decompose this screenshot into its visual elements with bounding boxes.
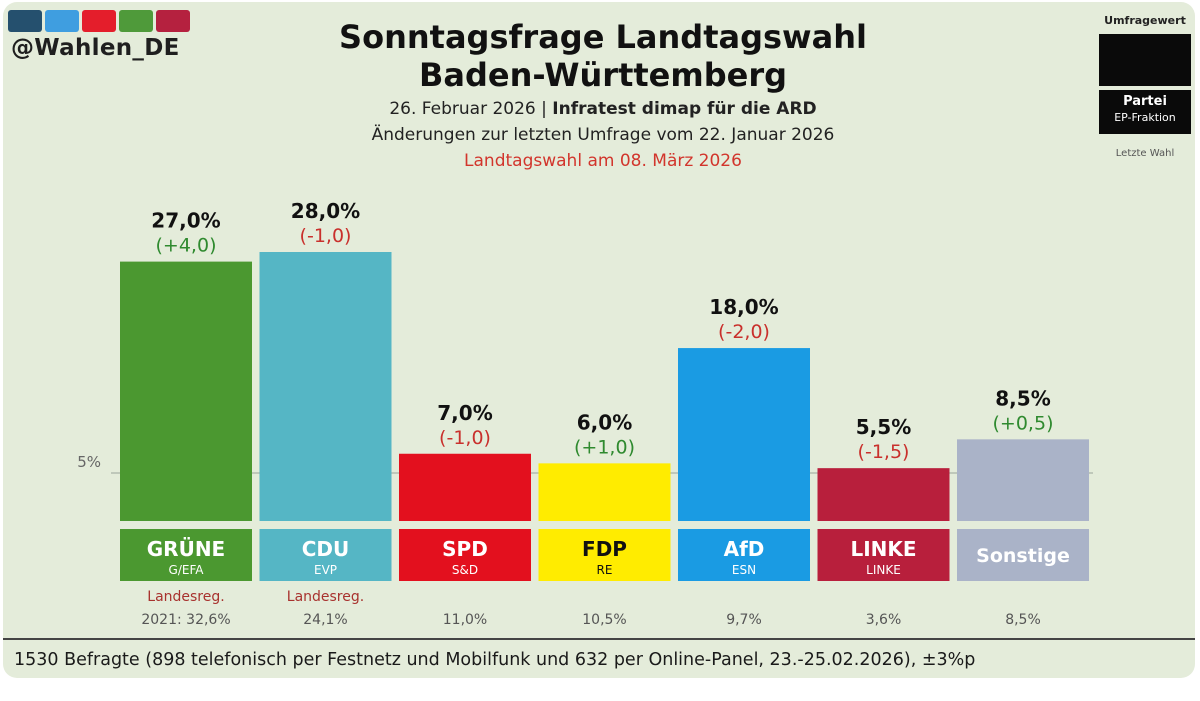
last-election-cdu: 24,1% [303,612,347,628]
footer-note: 1530 Befragte (898 telefonisch per Festn… [14,650,976,670]
stripe-swatch-3 [119,10,153,32]
change-label-sonstige: (+0,5) [993,412,1054,434]
fraktion-name-linke: LINKE [866,563,901,577]
party-box-fdp [538,529,671,581]
account-handle: @Wahlen_DE [11,35,180,61]
value-label-linke: 5,5% [856,415,911,439]
bar-linke [817,468,950,521]
party-box-linke [817,529,950,581]
party-box-sonstige [957,529,1089,581]
title-line-2: Baden-Württemberg [418,56,787,94]
legend-value-box [1099,34,1191,86]
last-election-linke: 3,6% [866,612,902,628]
election-date-note: Landtagswahl am 08. März 2026 [464,151,742,171]
party-name-linke: LINKE [850,537,916,561]
legend-value-label: Umfragewert [1104,14,1186,27]
stripe-swatch-4 [156,10,190,32]
bar-chart: 5% 27,0%(+4,0) GRÜNE G/EFA Landesreg. 2021: 3… [77,199,1093,628]
value-label-afd: 18,0% [709,295,778,319]
title-line-1: Sonntagsfrage Landtagswahl [339,18,867,56]
bar-fdp [538,463,671,521]
party-box-afd [678,529,810,581]
party-box-grüne [120,529,252,581]
government-label-grüne: Landesreg. [147,589,224,605]
bar-spd [399,453,531,521]
party-name-cdu: CDU [302,537,350,561]
last-election-sonstige: 8,5% [1005,612,1041,628]
party-name-sonstige: Sonstige [976,545,1070,567]
change-label-linke: (-1,5) [858,441,910,463]
fraktion-name-grüne: G/EFA [169,563,205,577]
stripe-swatch-2 [82,10,116,32]
fraktion-name-cdu: EVP [314,563,337,577]
bar-cdu [259,252,392,521]
threshold-label: 5% [77,453,101,471]
survey-institute: Infratest dimap für die ARD [552,99,817,119]
last-election-spd: 11,0% [443,612,487,628]
value-label-cdu: 28,0% [291,199,360,223]
subtitle-separator: | [535,99,553,119]
changes-note: Änderungen zur letzten Umfrage vom 22. J… [371,125,835,145]
value-label-spd: 7,0% [437,401,492,425]
legend-party-label: Partei [1123,94,1167,109]
last-election-afd: 9,7% [726,612,762,628]
value-label-grüne: 27,0% [151,209,220,233]
party-box-cdu [259,529,392,581]
value-label-fdp: 6,0% [577,410,632,434]
stripe-swatch-1 [45,10,79,32]
change-label-spd: (-1,0) [439,427,491,449]
legend-fraktion-label: EP-Fraktion [1114,111,1176,124]
subtitle: 26. Februar 2026 | Infratest dimap für d… [253,99,953,119]
change-label-grüne: (+4,0) [156,235,217,257]
bar-grüne [120,261,252,521]
change-label-afd: (-2,0) [718,321,770,343]
legend-party-box: Partei EP-Fraktion [1099,90,1191,134]
stripe-swatch-0 [8,10,42,32]
party-name-grüne: GRÜNE [147,537,225,561]
fraktion-name-fdp: RE [597,563,613,577]
survey-date: 26. Februar 2026 [389,99,536,119]
last-election-fdp: 10,5% [582,612,626,628]
last-election-grüne: 2021: 32,6% [141,612,230,628]
government-label-cdu: Landesreg. [287,589,364,605]
value-label-sonstige: 8,5% [995,386,1050,410]
fraktion-name-spd: S&D [452,563,478,577]
party-name-afd: AfD [724,537,765,561]
bar-sonstige [957,439,1089,521]
party-name-fdp: FDP [582,537,627,561]
legend-last-election-label: Letzte Wahl [1115,148,1175,159]
chart-card: @Wahlen_DE Sonntagsfrage Landtagswahl Ba… [3,2,1195,678]
footer-divider [3,638,1195,640]
party-color-stripe [8,10,190,32]
party-box-spd [399,529,531,581]
party-name-spd: SPD [442,537,488,561]
fraktion-name-afd: ESN [732,563,756,577]
change-label-cdu: (-1,0) [300,225,352,247]
change-label-fdp: (+1,0) [574,436,635,458]
bar-afd [678,348,810,521]
